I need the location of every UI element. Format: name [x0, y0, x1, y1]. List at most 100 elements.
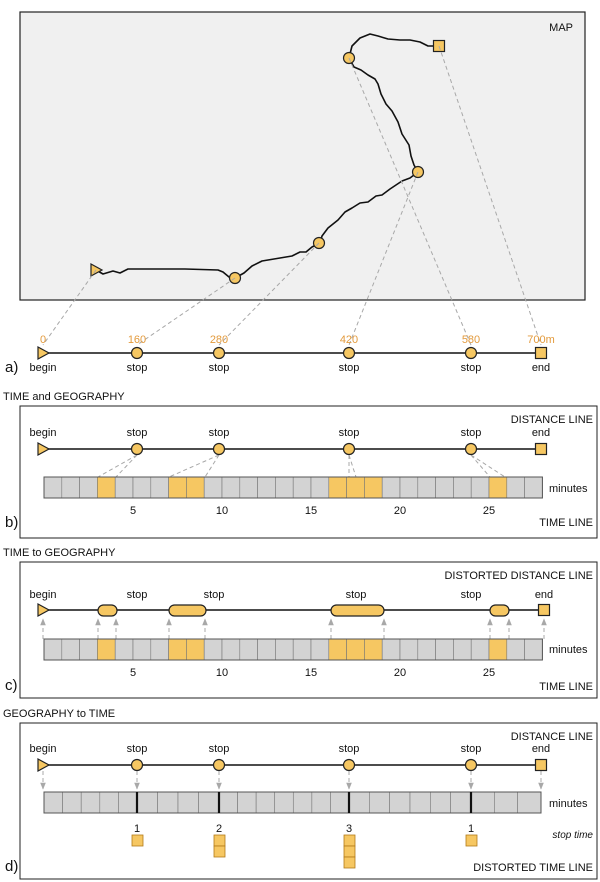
c-minute-cell: [150, 638, 169, 661]
b-minute-cell: [61, 476, 80, 499]
d-minute-cell: [292, 791, 313, 814]
b-minute-cell: [470, 476, 490, 499]
time-tick-b-3: 20: [394, 505, 406, 517]
b-minute-cell: [292, 476, 312, 499]
stop-time-label: stop time: [552, 830, 593, 841]
d-begin-marker: [37, 757, 51, 773]
b-minute-cell: [364, 476, 383, 499]
c-minute-cell: [203, 638, 223, 661]
d-minute-cell: [255, 791, 276, 814]
c-minute-cell: [488, 638, 508, 661]
d-minute-cell: [330, 791, 350, 814]
b-minute-cell: [150, 476, 169, 499]
d-minute-cell: [430, 791, 451, 814]
point-label-b-2: stop: [209, 427, 230, 439]
b-minute-cell: [97, 476, 116, 499]
panel-title-c: DISTORTED DISTANCE LINE: [444, 570, 593, 582]
c-minute-cell: [364, 638, 383, 661]
d-minute-cell: [157, 791, 179, 814]
d-minute-cell: [237, 791, 257, 814]
d-minute-cell: [43, 791, 63, 814]
b-minute-cell: [186, 476, 205, 499]
point-label-b-3: stop: [339, 427, 360, 439]
c-stop-capsule: [330, 604, 385, 617]
point-label-c-3: stop: [346, 589, 367, 601]
a-stop-marker: [212, 346, 226, 360]
b-minute-cell: [346, 476, 365, 499]
c-minute-cell: [132, 638, 152, 661]
point-label-a-3: stop: [339, 362, 360, 374]
unit-label-c: minutes: [549, 644, 588, 656]
c-minute-cell: [435, 638, 454, 661]
b-time-guide: [470, 454, 491, 478]
section-title-c: TIME to GEOGRAPHY: [3, 547, 116, 559]
b-minute-cell: [488, 476, 508, 499]
stop-time-block: [343, 845, 356, 858]
b-begin-marker: [37, 441, 51, 457]
b-minute-cell: [524, 476, 543, 499]
point-label-c-4: stop: [461, 589, 482, 601]
point-label-c-5: end: [535, 589, 553, 601]
c-minute-cell: [346, 638, 365, 661]
section-title-b: TIME and GEOGRAPHY: [3, 391, 125, 403]
point-label-a-4: stop: [461, 362, 482, 374]
panel-subtitle-d: DISTORTED TIME LINE: [473, 862, 593, 874]
point-label-b-0: begin: [30, 427, 57, 439]
a-stop-marker: [130, 346, 144, 360]
map-to-line-guide: [348, 57, 472, 346]
d-minute-cell: [136, 791, 158, 814]
time-tick-b-4: 25: [483, 505, 495, 517]
map-label: MAP: [549, 22, 573, 34]
unit-label-b: minutes: [549, 483, 588, 495]
b-minute-cell: [417, 476, 436, 499]
d-stop-marker: [464, 758, 478, 772]
time-tick-c-2: 15: [305, 667, 317, 679]
b-time-guide: [168, 454, 220, 478]
b-stop-marker: [130, 442, 144, 456]
distance-label-4: 580: [462, 334, 480, 346]
point-label-b-5: end: [532, 427, 550, 439]
c-time-line-frame: [43, 638, 543, 661]
map-to-line-guide: [218, 242, 320, 346]
c-minute-cell: [470, 638, 490, 661]
b-time-guide: [470, 454, 506, 478]
b-minute-cell: [239, 476, 258, 499]
point-label-d-1: stop: [127, 743, 148, 755]
b-time-guide: [97, 454, 138, 478]
d-minute-cell: [389, 791, 411, 814]
point-label-b-4: stop: [461, 427, 482, 439]
point-label-d-2: stop: [209, 743, 230, 755]
b-end-marker: [534, 442, 548, 456]
c-end-marker: [537, 603, 551, 617]
c-minute-cell: [310, 638, 330, 661]
c-stop-capsule: [168, 604, 207, 617]
c-minute-cell: [506, 638, 525, 661]
b-minute-cell: [221, 476, 241, 499]
panel-letter-b: b): [5, 514, 18, 531]
time-tick-c-1: 10: [216, 667, 228, 679]
stop-time-block: [343, 856, 356, 869]
d-minute-cell: [494, 791, 518, 814]
d-minute-cell: [409, 791, 431, 814]
b-minute-cell: [381, 476, 401, 499]
c-minute-cell: [328, 638, 347, 661]
c-minute-cell: [61, 638, 80, 661]
point-label-d-4: stop: [461, 743, 482, 755]
point-label-d-0: begin: [30, 743, 57, 755]
b-minute-cell: [275, 476, 294, 499]
d-minute-cell: [369, 791, 390, 814]
section-title-d: GEOGRAPHY to TIME: [3, 708, 115, 720]
a-stop-marker: [342, 346, 356, 360]
c-minute-cell: [524, 638, 543, 661]
c-minute-cell: [239, 638, 258, 661]
b-minute-cell: [257, 476, 276, 499]
map-to-line-guide: [438, 45, 542, 346]
b-minute-cell: [79, 476, 98, 499]
distance-label-3: 420: [340, 334, 358, 346]
d-minute-cell: [517, 791, 542, 814]
panel-subtitle-c: TIME LINE: [539, 681, 593, 693]
panel-subtitle-b: TIME LINE: [539, 517, 593, 529]
distance-label-2: 280: [210, 334, 228, 346]
panel-frame-d: [19, 722, 598, 880]
